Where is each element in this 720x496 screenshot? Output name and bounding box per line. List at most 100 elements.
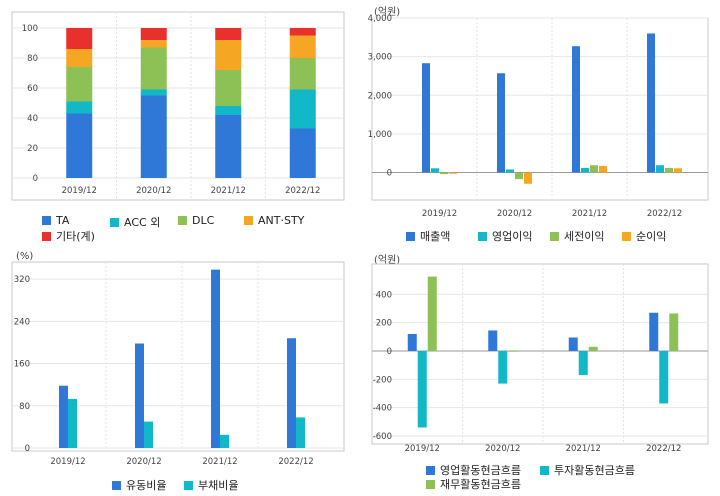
bar-1-투자활동현금흐름	[498, 351, 508, 384]
ratio-legend: 유동비율 부채비율	[112, 477, 312, 493]
legend-item: 순이익	[622, 228, 666, 244]
y-tick-label: 80	[19, 402, 30, 412]
ratio-chart-panel: (%) 0 80 160 240 320 2019/12 2020/12 2021/12 202…	[0, 248, 360, 496]
plot-frame	[11, 261, 345, 452]
legend-swatch	[540, 465, 549, 475]
legend-item: 부채비율	[184, 477, 238, 493]
bar-0-영업이익	[431, 168, 439, 173]
legend-label: 영업이익	[492, 230, 533, 243]
legend-label: 부채비율	[198, 479, 239, 492]
bar-0-DLC	[66, 67, 93, 102]
legend-item: TA	[42, 214, 69, 227]
bar-3-부채비율	[296, 417, 305, 448]
revenue-mix-chart-panel: 0 20 40 60 80 100 2019/12 2020/12 2021/12 2022/12…	[0, 0, 360, 248]
legend-swatch	[42, 216, 51, 225]
x-tick-label: 2022/12	[278, 457, 313, 467]
bar-2-세전이익	[590, 165, 598, 173]
legend-label: 유동비율	[126, 479, 167, 492]
x-tick-label: 2019/12	[50, 457, 85, 467]
bar-2-DLC	[215, 70, 242, 106]
bar-0-기타(계)	[66, 28, 93, 49]
legend-swatch	[478, 231, 487, 241]
legend-label: ACC 외	[124, 216, 161, 229]
bar-2-영업활동현금흐름	[568, 337, 578, 351]
income-chart: 0 1,000 2,000 3,000 4,000 2019/12 2020/12 2021/…	[368, 14, 709, 219]
legend-label: ANT·STY	[258, 214, 305, 227]
bar-2-영업이익	[581, 167, 589, 173]
y-tick-label: 20	[27, 144, 38, 154]
revenue-mix-chart: 0 20 40 60 80 100 2019/12 2020/12 2021/12 2022/12	[11, 11, 345, 201]
y-tick-label: 2,000	[368, 91, 392, 101]
y-tick-label: 200	[376, 319, 392, 329]
x-tick-label: 2021/12	[572, 209, 607, 219]
bar-2-ACC 외	[215, 106, 242, 115]
bar-2-매출액	[572, 46, 580, 173]
bar-2-TA	[215, 115, 242, 178]
y-tick-label: 1,000	[368, 130, 392, 140]
legend-label: TA	[56, 214, 70, 227]
x-tick-label: 2020/12	[485, 444, 520, 454]
bar-1-부채비율	[144, 421, 153, 448]
plot-frame	[11, 11, 345, 201]
legend-swatch	[42, 231, 51, 241]
bar-0-세전이익	[440, 172, 448, 175]
legend-item: 영업활동현금흐름	[426, 462, 521, 478]
legend-swatch	[550, 231, 559, 241]
bar-0-ACC 외	[66, 101, 93, 114]
x-tick-label: 2020/12	[136, 186, 171, 196]
legend-label: 투자활동현금흐름	[554, 464, 635, 477]
bar-2-투자활동현금흐름	[578, 351, 588, 376]
bar-3-투자활동현금흐름	[659, 351, 669, 404]
legend-item: 유동비율	[112, 477, 166, 493]
legend-item: 매출액	[406, 228, 450, 244]
y-tick-label: 0	[387, 169, 392, 179]
bar-1-ACC 외	[140, 89, 167, 96]
bar-2-유동비율	[211, 269, 220, 448]
ratio-unit-label: (%)	[16, 251, 34, 262]
y-tick-label: 400	[376, 290, 392, 300]
bar-1-재무활동현금흐름	[508, 351, 518, 352]
x-tick-label: 2022/12	[285, 186, 320, 196]
bar-3-매출액	[647, 33, 655, 173]
x-tick-label: 2021/12	[211, 186, 246, 196]
x-tick-label: 2022/12	[646, 444, 681, 454]
bar-3-유동비율	[287, 338, 296, 448]
legend-item: ACC 외	[110, 214, 160, 230]
bar-1-기타(계)	[140, 28, 167, 40]
y-tick-label: 60	[27, 84, 38, 94]
y-tick-label: 0	[387, 347, 392, 357]
ratio-chart: 0 80 160 240 320 2019/12 2020/12 2021/12 2022/12	[11, 261, 345, 467]
bar-1-순이익	[524, 172, 532, 184]
legend-item: 세전이익	[550, 228, 604, 244]
bar-0-투자활동현금흐름	[417, 351, 427, 428]
bar-0-부채비율	[68, 398, 77, 448]
legend-item: 기타(계)	[42, 228, 95, 244]
legend-item: 영업이익	[478, 228, 532, 244]
y-tick-label: 0	[25, 444, 30, 454]
cashflow-unit-label: (억원)	[374, 255, 401, 266]
legend-item: 재무활동현금흐름	[426, 476, 521, 492]
bar-0-순이익	[449, 172, 457, 174]
legend-swatch	[112, 480, 121, 490]
legend-item: DLC	[178, 214, 214, 227]
y-tick-label: -600	[373, 432, 392, 442]
x-tick-label: 2020/12	[126, 457, 161, 467]
bar-3-순이익	[674, 168, 682, 173]
bar-0-ANT·STY	[66, 49, 93, 67]
legend-label: 재무활동현금흐름	[440, 478, 521, 491]
y-tick-label: 80	[27, 54, 38, 64]
y-tick-label: 240	[14, 317, 30, 327]
legend-label: 세전이익	[564, 230, 605, 243]
bar-3-영업이익	[656, 165, 664, 173]
bar-3-기타(계)	[289, 28, 316, 36]
legend-item: ANT·STY	[244, 214, 304, 227]
legend-label: 기타(계)	[56, 230, 95, 243]
bar-2-부채비율	[220, 434, 229, 448]
x-tick-label: 2019/12	[422, 209, 457, 219]
cashflow-chart-panel: (억원) -600 -400 -200 0 200 400 2019/12 2020/12 20…	[362, 248, 720, 496]
legend-swatch	[622, 231, 631, 241]
y-tick-label: 4,000	[368, 14, 392, 24]
legend-swatch	[426, 465, 435, 475]
y-tick-label: 0	[33, 174, 38, 184]
y-tick-label: 320	[14, 275, 30, 285]
